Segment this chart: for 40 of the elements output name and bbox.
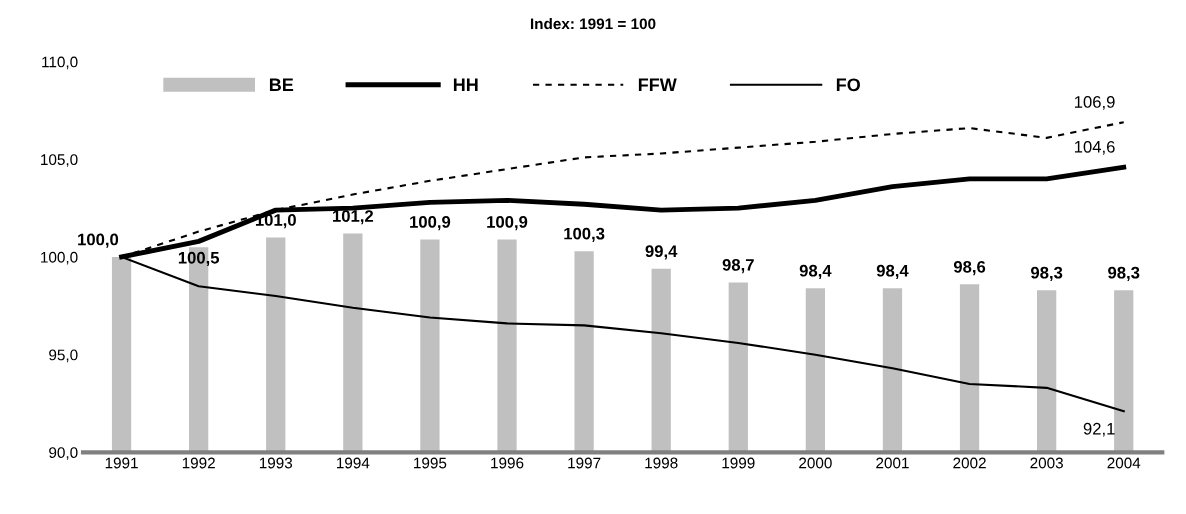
legend-label: FFW — [638, 78, 677, 92]
x-tick-label: 1998 — [645, 457, 678, 469]
data-label: 99,4 — [645, 245, 678, 260]
y-tick-label: 100,0 — [41, 251, 78, 265]
data-label: 100,3 — [564, 227, 605, 242]
x-tick-label: 1992 — [182, 457, 215, 469]
data-label: 104,6 — [1074, 140, 1115, 155]
legend-label: HH — [453, 78, 478, 92]
data-label: 100,9 — [410, 215, 451, 231]
x-tick-label: 1994 — [337, 457, 370, 469]
data-label: 92,1 — [1083, 422, 1115, 437]
y-tick-label: 110,0 — [42, 56, 78, 70]
x-tick-label: 2004 — [1107, 457, 1141, 469]
y-tick-label: 95,0 — [49, 349, 78, 363]
y-tick-label: 105,0 — [41, 154, 78, 167]
x-tick-label: 1993 — [259, 457, 293, 469]
data-label: 100,9 — [487, 215, 528, 231]
data-label: 106,9 — [1074, 96, 1115, 110]
legend-label: FO — [836, 78, 860, 92]
x-tick-label: 2002 — [953, 457, 986, 469]
x-tick-label: 1996 — [491, 457, 524, 469]
data-label: 98,3 — [1108, 266, 1140, 281]
x-tick-label: 2000 — [799, 457, 832, 469]
x-tick-label: 1995 — [414, 457, 447, 469]
x-tick-label: 1999 — [722, 457, 755, 469]
data-label: 98,4 — [876, 264, 909, 280]
chart-title: Index: 1991 = 100 — [530, 17, 656, 30]
data-label: 100,5 — [178, 251, 220, 267]
data-label: 98,6 — [953, 260, 986, 276]
data-label: 98,3 — [1031, 266, 1063, 281]
x-tick-label: 2003 — [1030, 457, 1063, 469]
y-tick-label: 90,0 — [49, 447, 78, 460]
x-tick-label: 1997 — [568, 457, 601, 469]
x-tick-label: 2001 — [876, 457, 909, 469]
x-tick-label: 1991 — [105, 457, 138, 469]
data-label: 98,4 — [799, 264, 832, 280]
legend-label: BE — [269, 78, 294, 92]
data-label: 101,2 — [333, 210, 374, 225]
data-label: 100,0 — [78, 233, 119, 248]
data-label: 98,7 — [722, 258, 754, 274]
